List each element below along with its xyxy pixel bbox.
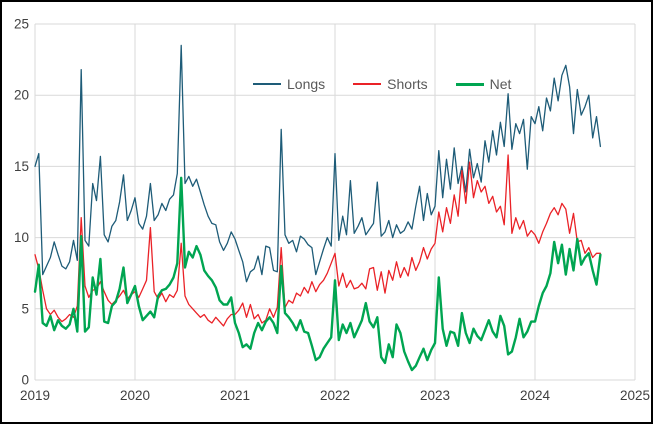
x-axis-tick-label: 2025	[620, 388, 650, 403]
shorts-line-swatch-icon	[353, 83, 382, 85]
legend-item-shorts: Shorts	[351, 76, 430, 92]
series-line-longs	[34, 44, 602, 283]
longs-line-swatch-icon	[253, 83, 281, 85]
legend-item-net: Net	[453, 76, 514, 92]
x-axis-tick-label: 2022	[320, 388, 350, 403]
x-axis-tick-label: 2024	[520, 388, 551, 403]
series-line-net	[33, 176, 602, 372]
y-axis-tick-label: 0	[21, 373, 29, 388]
legend-label-longs: Longs	[287, 76, 326, 92]
legend-label-shorts: Shorts	[387, 76, 428, 92]
legend-label-net: Net	[489, 76, 512, 92]
x-axis-tick-label: 2019	[20, 388, 50, 403]
y-axis-tick-label: 25	[14, 17, 29, 32]
y-axis-tick-label: 20	[14, 88, 29, 103]
net-line-swatch-icon	[455, 82, 484, 86]
chart-legend: Longs Shorts Net	[251, 76, 514, 92]
series-line-shorts	[34, 154, 602, 327]
x-axis-tick-label: 2020	[120, 388, 150, 403]
x-axis-tick-label: 2021	[220, 388, 250, 403]
x-axis-tick-label: 2023	[420, 388, 450, 403]
y-axis-tick-label: 10	[14, 230, 29, 245]
y-axis-tick-label: 5	[21, 301, 29, 316]
y-axis-tick-label: 15	[14, 159, 29, 174]
legend-item-longs: Longs	[251, 76, 328, 92]
